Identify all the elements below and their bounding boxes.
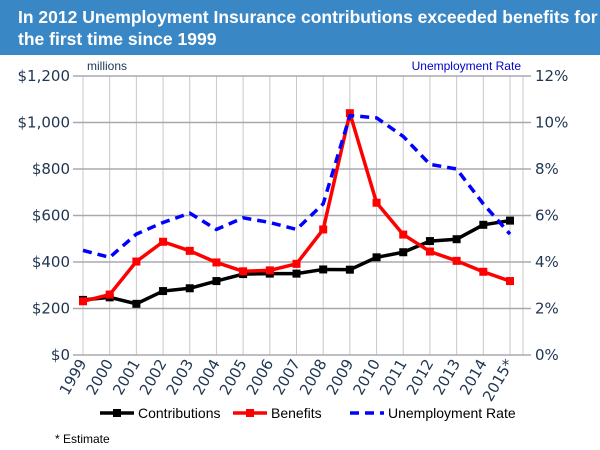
- legend-marker: [246, 409, 254, 417]
- legend-label: Contributions: [138, 405, 221, 421]
- left-tick-label: $800: [32, 160, 70, 178]
- data-point: [159, 237, 168, 246]
- legend-marker: [113, 409, 121, 417]
- data-point: [265, 266, 274, 275]
- left-tick-label: $600: [32, 207, 70, 225]
- data-point: [132, 299, 141, 308]
- data-point: [159, 287, 168, 296]
- data-point: [399, 230, 408, 239]
- data-point: [319, 225, 328, 234]
- right-axis-label: Unemployment Rate: [412, 59, 522, 73]
- right-tick-label: 10%: [535, 114, 568, 132]
- data-point: [372, 253, 381, 262]
- data-point: [212, 258, 221, 267]
- right-tick-label: 8%: [535, 160, 559, 178]
- legend-label: Benefits: [271, 405, 322, 421]
- left-tick-label: $200: [32, 300, 70, 318]
- data-point: [425, 247, 434, 256]
- chart-title: In 2012 Unemployment Insurance contribut…: [0, 0, 600, 55]
- data-point: [425, 237, 434, 246]
- data-point: [452, 235, 461, 244]
- data-point: [345, 109, 354, 118]
- data-point: [479, 267, 488, 276]
- data-point: [506, 216, 514, 225]
- right-tick-label: 4%: [535, 253, 559, 271]
- data-point: [79, 297, 87, 306]
- left-axis-label: millions: [87, 59, 127, 73]
- data-point: [185, 246, 194, 255]
- left-tick-label: $0: [51, 346, 70, 364]
- left-tick-label: $400: [32, 253, 70, 271]
- data-point: [239, 267, 248, 276]
- right-tick-label: 6%: [535, 207, 559, 225]
- right-tick-label: 0%: [535, 346, 559, 364]
- data-point: [185, 284, 194, 293]
- left-tick-label: $1,200: [18, 67, 71, 85]
- data-point: [372, 198, 381, 207]
- right-tick-label: 2%: [535, 300, 559, 318]
- data-point: [132, 257, 141, 266]
- footnote: * Estimate: [55, 432, 110, 446]
- data-point: [292, 269, 301, 278]
- data-point: [319, 265, 328, 274]
- series-line-unemployment-rate: [82, 113, 512, 260]
- data-point: [212, 277, 221, 286]
- data-point: [479, 220, 488, 229]
- data-point: [506, 277, 514, 286]
- data-point: [345, 265, 354, 274]
- data-point: [399, 248, 408, 257]
- left-tick-label: $1,000: [18, 114, 71, 132]
- data-point: [105, 290, 114, 299]
- right-tick-label: 12%: [535, 67, 568, 85]
- data-point: [452, 256, 461, 265]
- data-point: [292, 259, 301, 268]
- legend-label: Unemployment Rate: [388, 405, 516, 421]
